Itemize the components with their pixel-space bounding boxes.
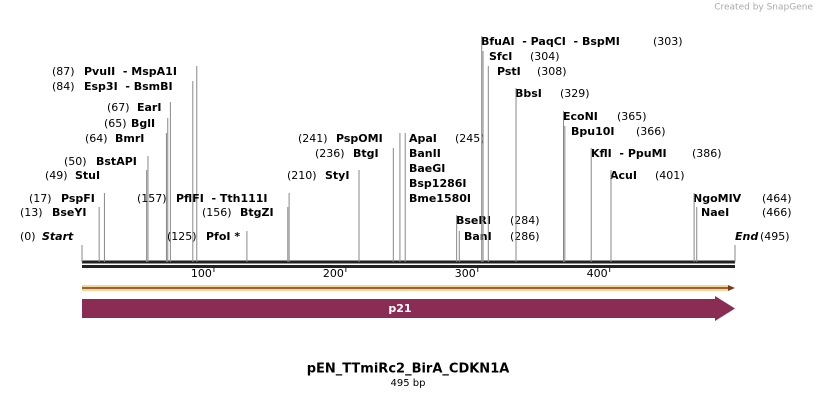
end-position: (495) [760,230,790,243]
site-position: (286) [510,230,540,243]
enzyme-name: PspOMI [336,132,383,145]
enzyme-name: Bme1580I [409,192,471,205]
ruler-tick-label: 300 [455,267,476,280]
site-position: (49) [45,169,68,182]
end-label: Start [42,230,74,243]
site-position: (157) [137,192,167,205]
end-position: (0) [20,230,36,243]
site-position: (84) [52,80,75,93]
enzyme-name: BseYI [52,206,86,219]
site-position: (156) [202,206,232,219]
site-position: (50) [64,155,87,168]
site-position: (386) [692,147,722,160]
site-position: (17) [29,192,52,205]
site-position: (303) [653,35,683,48]
site-position: (365) [617,110,647,123]
site-position: (466) [762,206,792,219]
site-position: (245) [455,132,485,145]
length-label: 495 bp [391,378,426,389]
ruler-tick-label: 100 [191,267,212,280]
enzyme-name: AcuI [610,169,637,182]
credit: Created by SnapGene [714,3,813,13]
site-position: (241) [298,132,328,145]
enzyme-name: BbsI [515,87,542,100]
enzyme-name: NgoMIV [693,192,742,205]
end-label: End [735,230,758,243]
site-position: (67) [107,101,130,114]
site-position: (401) [655,169,685,182]
enzyme-name: Bsp1286I [409,177,467,190]
site-position: (65) [104,117,127,130]
enzyme-name: PflFI - Tth111I [176,192,268,205]
enzyme-name: StuI [75,169,100,182]
enzyme-name: BanI [464,230,492,243]
enzyme-name: BmrI [115,132,144,145]
enzyme-name: BanII [409,147,441,160]
enzyme-name: BtgZI [240,206,274,219]
enzyme-name: PspFI [61,192,95,205]
ruler-tick-label: 200 [323,267,344,280]
enzyme-name: PvuII - MspA1I [84,65,177,78]
enzyme-name: ApaI [409,132,437,145]
enzyme-name: PstI [497,65,521,78]
enzyme-name: SfcI [489,50,512,63]
ruler-tick-label: 400 [587,267,608,280]
map-title: pEN_TTmiRc2_BirA_CDKN1A [307,362,510,377]
site-position: (64) [85,132,108,145]
site-position: (304) [530,50,560,63]
feature-track-head [728,285,735,291]
enzyme-name: BtgI [353,147,379,160]
enzyme-name: NaeI [701,206,729,219]
enzyme-name: EcoNI [563,110,598,123]
enzyme-name: PfoI * [206,230,240,243]
site-position: (308) [537,65,567,78]
site-position: (464) [762,192,792,205]
enzyme-name: Esp3I - BsmBI [84,80,173,93]
enzyme-name: BglI [131,117,155,130]
site-position: (329) [560,87,590,100]
site-position: (236) [315,147,345,160]
site-position: (87) [52,65,75,78]
enzyme-name: BaeGI [409,162,445,175]
enzyme-name: BfuAI - PaqCI - BspMI [481,35,620,48]
enzyme-name: EarI [137,101,161,114]
feature-label: p21 [388,302,411,315]
enzyme-name: KflI - PpuMI [591,147,667,160]
enzyme-name: BstAPI [96,155,137,168]
site-position: (210) [287,169,317,182]
site-position: (284) [510,214,540,227]
enzyme-name: BseRI [456,214,491,227]
enzyme-name: Bpu10I [571,125,615,138]
site-position: (366) [636,125,666,138]
site-position: (13) [20,206,43,219]
feature-arrow [82,296,735,321]
site-position: (125) [167,230,197,243]
enzyme-name: StyI [325,169,349,182]
